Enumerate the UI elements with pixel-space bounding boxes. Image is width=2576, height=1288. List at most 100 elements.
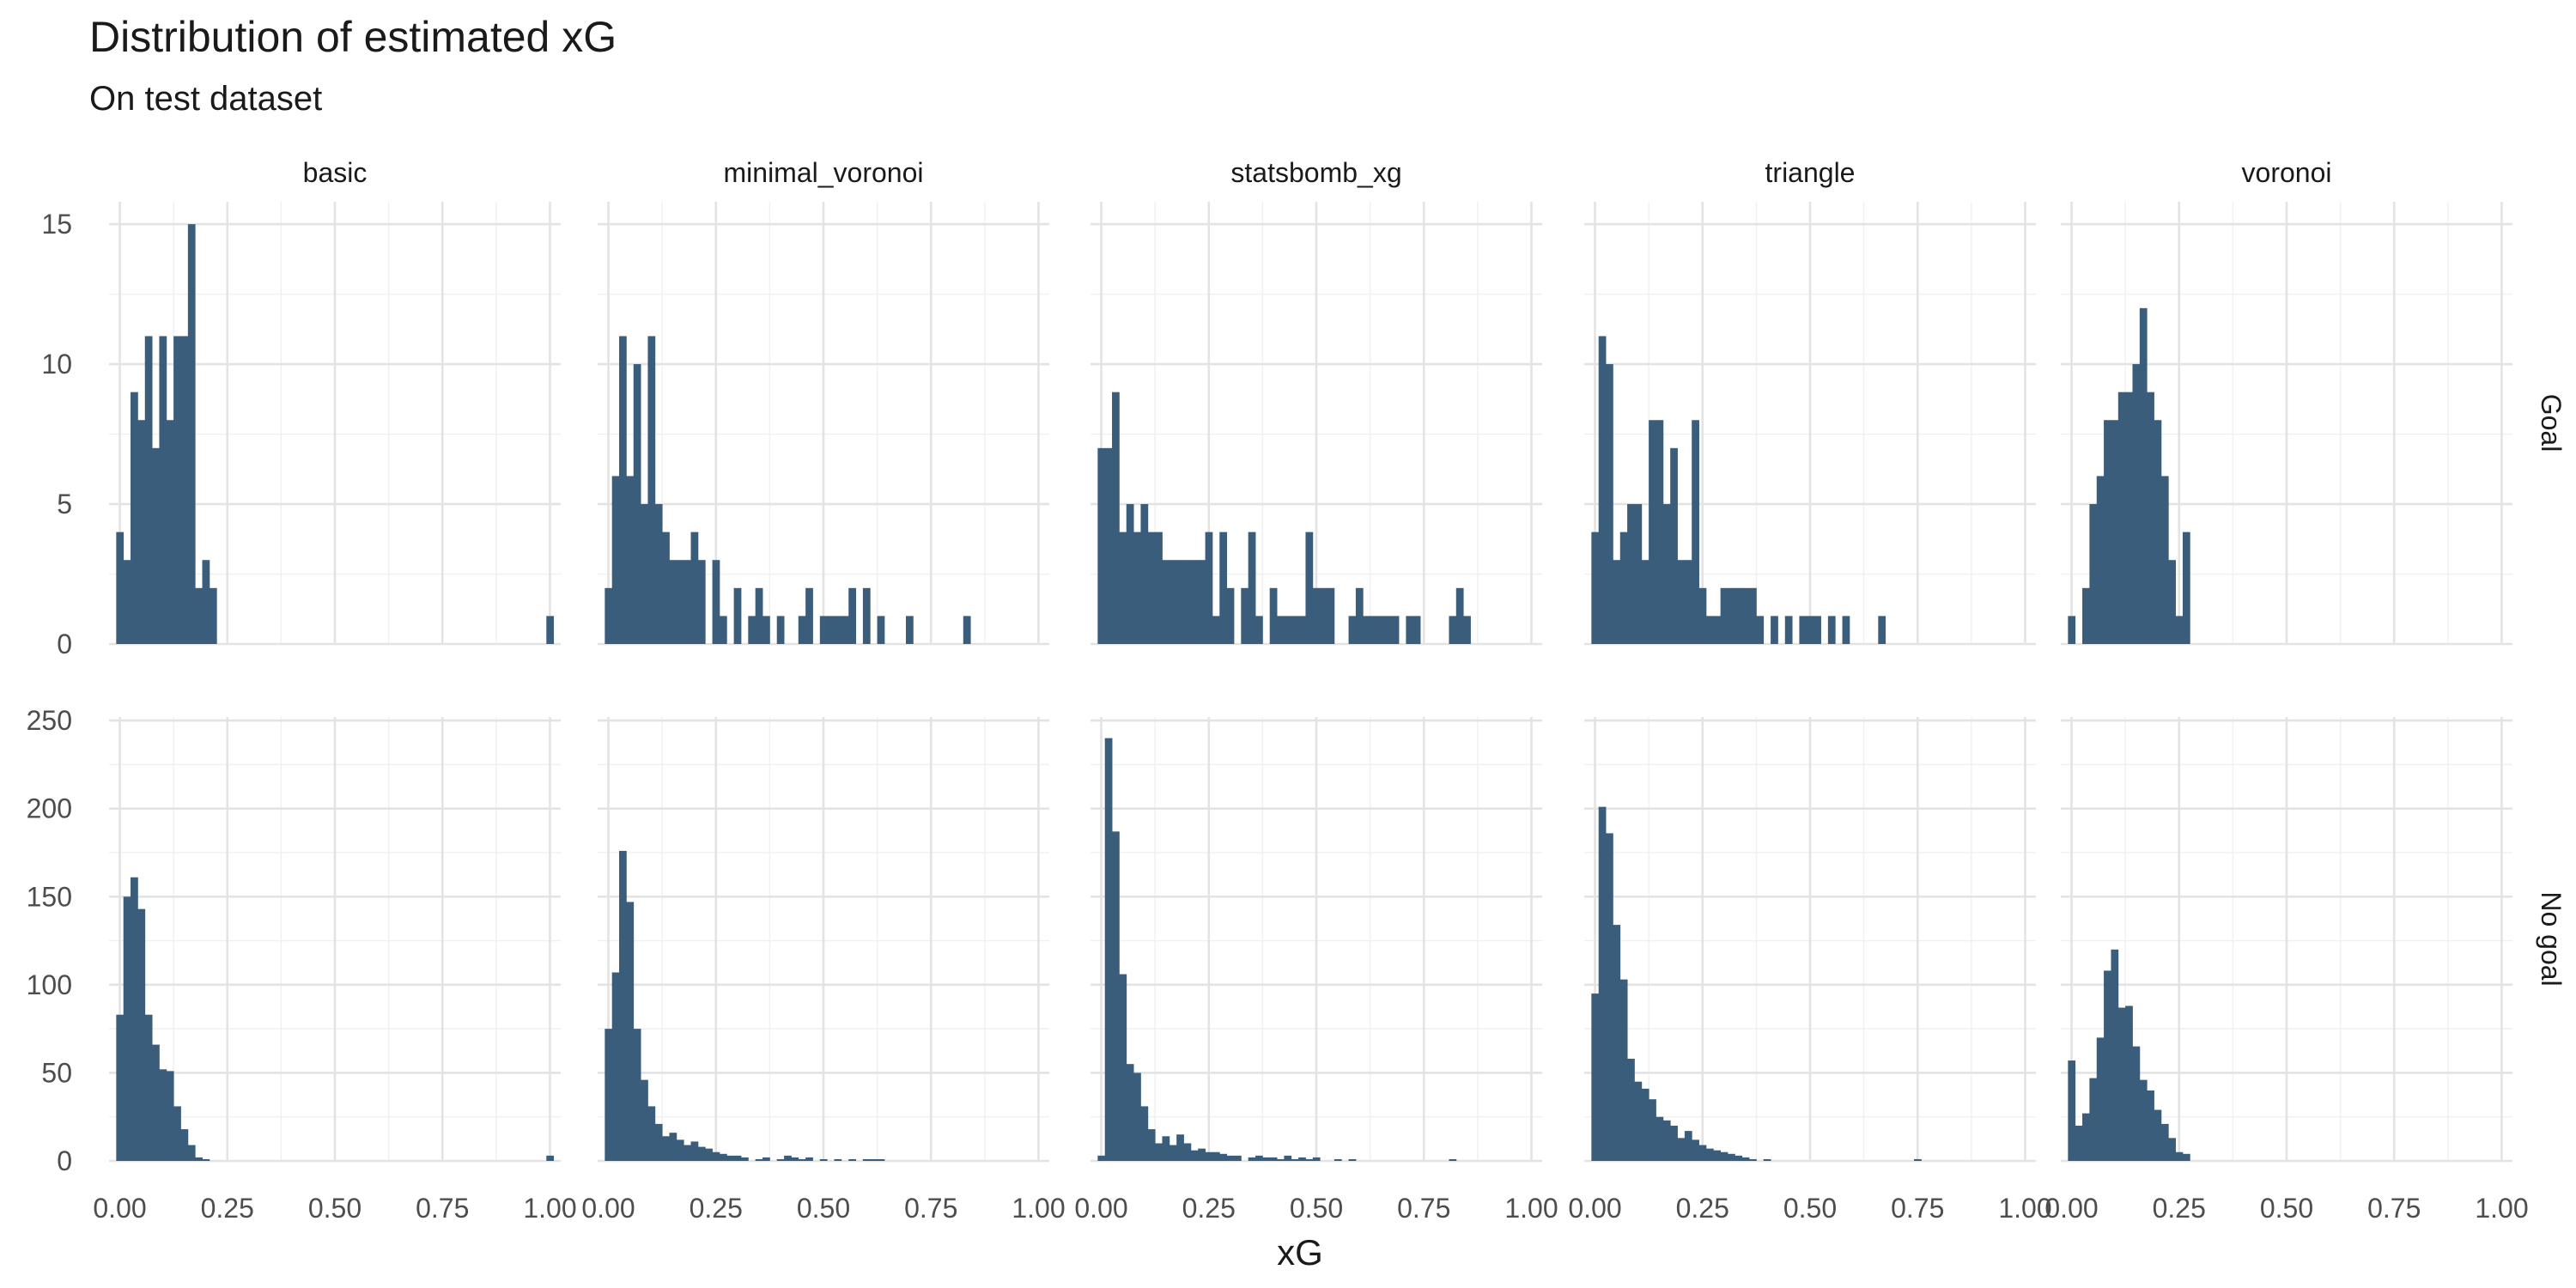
- histogram-bar: [1619, 979, 1628, 1161]
- histogram-bar: [641, 1079, 648, 1161]
- histogram-bar: [1598, 806, 1607, 1161]
- x-tick-label: 0.75: [1891, 1193, 1944, 1224]
- x-tick-label: 1.00: [1012, 1193, 1065, 1224]
- histogram-bar: [1749, 587, 1757, 644]
- histogram-bar: [755, 1158, 763, 1161]
- histogram-bar: [123, 560, 131, 644]
- histogram-bar: [2082, 587, 2090, 644]
- facet-strip-label: statsbomb_xg: [1230, 157, 1401, 188]
- histogram-bar: [755, 587, 763, 644]
- histogram-bar: [131, 877, 138, 1161]
- histogram-bar: [1591, 993, 1600, 1161]
- histogram-bar: [2132, 1046, 2141, 1161]
- histogram-bar: [1455, 587, 1464, 644]
- histogram-bar: [605, 587, 613, 644]
- histogram-bar: [1698, 1145, 1707, 1161]
- histogram-bar: [1126, 1064, 1134, 1161]
- histogram-bar: [690, 1141, 699, 1161]
- histogram-bar: [719, 1153, 727, 1161]
- facet-panel: minimal_voronoi: [598, 157, 1049, 646]
- histogram-bar: [1806, 616, 1814, 644]
- facet-panel: 0.00 0.25 0.50 0.75 1.00: [2044, 717, 2529, 1224]
- histogram-bar: [877, 616, 885, 644]
- histogram-bar: [834, 1158, 842, 1161]
- histogram-bar: [1670, 1125, 1678, 1161]
- histogram-bar: [683, 560, 691, 644]
- histogram-bar: [2147, 392, 2154, 644]
- histogram-bar: [733, 1155, 742, 1161]
- histogram-bar: [647, 1106, 656, 1161]
- x-tick-label: 1.00: [523, 1193, 576, 1224]
- histogram-bar: [1298, 1157, 1306, 1161]
- histogram-bar: [676, 560, 684, 644]
- histogram-bar: [1112, 392, 1120, 644]
- histogram-bar: [1277, 1158, 1285, 1161]
- histogram-bar: [776, 1158, 785, 1161]
- histogram-bar: [1119, 532, 1127, 644]
- histogram-bar: [1262, 1157, 1271, 1161]
- histogram-bar: [1662, 1120, 1671, 1161]
- histogram-bar: [1305, 532, 1314, 644]
- histogram-bar: [152, 447, 160, 644]
- histogram-bar: [1684, 560, 1692, 644]
- histogram-bar: [1727, 587, 1735, 644]
- histogram-bar: [1190, 560, 1199, 644]
- histogram-bar: [2111, 949, 2119, 1161]
- facet-panel: 0.00 0.25 0.50 0.75 1.00: [1074, 717, 1558, 1224]
- histogram-bar: [662, 532, 670, 644]
- histogram-bar: [2132, 364, 2141, 644]
- x-tick-label: 1.00: [1998, 1193, 2051, 1224]
- histogram-bar: [1449, 1158, 1457, 1161]
- histogram-bar: [1219, 532, 1228, 644]
- histogram-bar: [1735, 1155, 1743, 1161]
- histogram-bar: [123, 896, 131, 1161]
- histogram-bar: [2182, 1153, 2190, 1161]
- histogram-bar: [605, 1029, 613, 1161]
- histogram-bar: [1606, 833, 1613, 1161]
- histogram-bar: [137, 908, 146, 1161]
- histogram-bar: [1291, 1158, 1299, 1161]
- histogram-bar: [187, 1145, 196, 1161]
- histogram-bar: [669, 1133, 677, 1161]
- histogram-bar: [1334, 1158, 1342, 1161]
- x-tick-label: 0.25: [1676, 1193, 1729, 1224]
- histogram-bar: [2147, 1090, 2154, 1161]
- histogram-bar: [1198, 560, 1206, 644]
- histogram-bar: [2160, 476, 2169, 644]
- histogram-bar: [784, 1155, 792, 1161]
- histogram-bar: [1878, 616, 1886, 644]
- histogram-bar: [2068, 616, 2076, 644]
- histogram-bar: [1363, 616, 1371, 644]
- x-tick-label: 0.50: [308, 1193, 361, 1224]
- x-tick-label: 0.25: [1182, 1193, 1236, 1224]
- histogram-bar: [798, 1158, 806, 1161]
- histogram-bar: [791, 1157, 799, 1161]
- histogram-bar: [1720, 1151, 1728, 1161]
- histogram-bar: [1619, 532, 1628, 644]
- facet-strip-label: voronoi: [2242, 157, 2332, 188]
- histogram-bar: [1705, 1148, 1714, 1161]
- histogram-bar: [1241, 587, 1249, 644]
- histogram-bar: [1205, 1151, 1213, 1161]
- histogram-bar: [1692, 420, 1699, 644]
- histogram-bar: [131, 392, 138, 644]
- chart-subtitle: On test dataset: [89, 80, 322, 118]
- histogram-bar: [1147, 1129, 1156, 1161]
- histogram-bar: [2082, 1113, 2090, 1161]
- histogram-bar: [611, 476, 620, 644]
- y-tick-label: 250: [27, 705, 72, 736]
- histogram-bar: [1741, 1157, 1750, 1161]
- y-tick-label: 150: [27, 881, 72, 912]
- facet-panels: Goal 0 5 10 15 basic minimal_voronoi statsbomb_…: [27, 157, 2567, 1224]
- histogram-bar: [180, 1129, 189, 1161]
- x-tick-label: 0.25: [690, 1193, 743, 1224]
- histogram-bar: [1255, 616, 1263, 644]
- histogram-bar: [733, 587, 742, 644]
- histogram-bar: [1684, 1131, 1692, 1161]
- histogram-bar: [180, 336, 189, 644]
- histogram-bar: [827, 616, 835, 644]
- facet-panel: triangle: [1584, 157, 2036, 646]
- y-tick-label: 15: [41, 209, 72, 240]
- histogram-bar: [2096, 476, 2105, 644]
- y-tick-label: 0: [57, 629, 72, 659]
